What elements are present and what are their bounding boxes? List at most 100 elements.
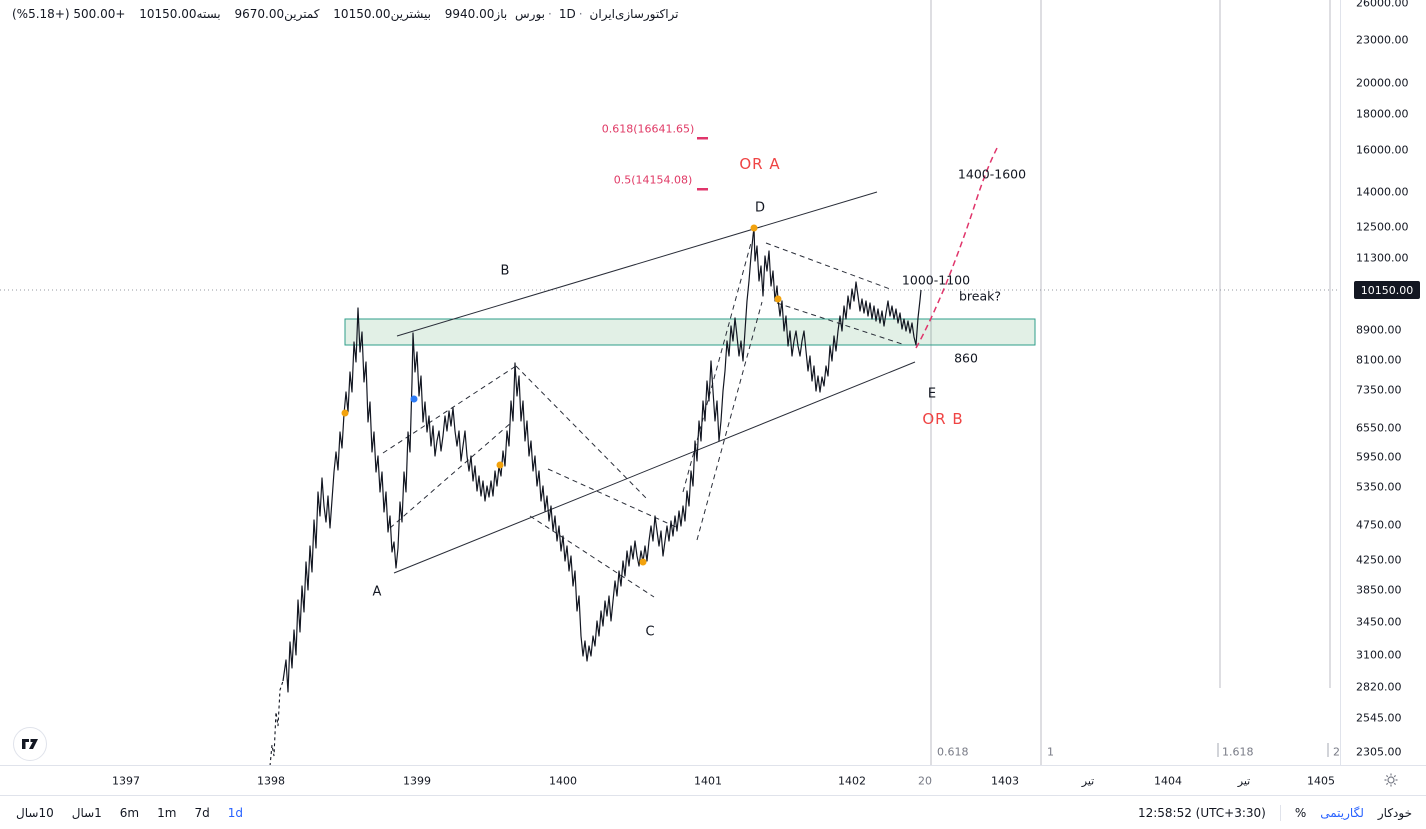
wave-label-e[interactable]: E <box>927 386 937 402</box>
range-button-1سال[interactable]: 1سال <box>71 806 102 820</box>
price-tick: 3850.00 <box>1356 583 1402 597</box>
timeframe-label[interactable]: 1D <box>558 7 576 21</box>
fib-time-label: 0.618 <box>937 745 969 759</box>
settings-gear-icon[interactable] <box>1383 772 1399 788</box>
chart-pane[interactable]: A B C D E OR A OR B 0.618(16641.65) 0.5(14154.08… <box>0 0 1340 765</box>
time-tick: 1397 <box>112 774 140 788</box>
time-tick: 1404 <box>1154 774 1182 788</box>
low-label: کمترین <box>284 7 320 21</box>
toolbar-right: 12:58:52 (UTC+3:30) % لگاریتمی خودکار <box>1138 805 1412 821</box>
time-tick: 1399 <box>403 774 431 788</box>
price-tick: 18000.00 <box>1356 107 1409 121</box>
pivot-dot-blue[interactable] <box>410 395 418 403</box>
target-1400-1600-label[interactable]: 1400-1600 <box>957 166 1027 182</box>
time-axis[interactable]: 1397 1398 1399 1400 1401 1402 20 1403 تیر 1404 تیر… <box>0 765 1426 796</box>
level-860-label[interactable]: 860 <box>954 350 978 366</box>
price-tick: 26000.00 <box>1356 0 1409 10</box>
price-line-lead <box>269 680 284 765</box>
log-scale-button[interactable]: لگاریتمی <box>1320 806 1364 820</box>
time-tick: 1400 <box>549 774 577 788</box>
target-1000-1100-label[interactable]: 1000-1100 <box>901 272 971 288</box>
change-value: +500.00 (+5.18%) <box>12 7 126 21</box>
dashed-pattern-line[interactable] <box>529 515 655 598</box>
clock[interactable]: 12:58:52 (UTC+3:30) <box>1137 806 1266 820</box>
time-tick: تیر <box>1081 774 1095 788</box>
tradingview-logo[interactable] <box>13 727 47 761</box>
time-tick: 20 <box>918 774 932 788</box>
pivot-dot-yellow[interactable] <box>750 224 758 232</box>
open-value: 9940.00 <box>444 7 495 21</box>
high-label: بیشترین <box>390 7 431 21</box>
dashed-pattern-line[interactable] <box>765 242 891 290</box>
time-tick: 1401 <box>694 774 722 788</box>
time-tick: 1405 <box>1307 774 1335 788</box>
auto-scale-button[interactable]: خودکار <box>1377 806 1412 820</box>
price-tick: 23000.00 <box>1356 33 1409 47</box>
percent-scale-button[interactable]: % <box>1294 806 1307 820</box>
pivot-dot-yellow[interactable] <box>639 558 647 566</box>
exchange-label: بورس <box>515 7 546 21</box>
time-tick: تیر <box>1237 774 1251 788</box>
fib-level-0618-label[interactable]: 0.618(16641.65) <box>601 122 695 136</box>
wave-label-c[interactable]: C <box>645 624 655 640</box>
high-value: 10150.00 <box>333 7 391 21</box>
price-tick: 4250.00 <box>1356 553 1402 567</box>
dashed-pattern-line[interactable] <box>682 242 752 493</box>
close-label: بسته <box>196 7 221 21</box>
price-tick: 16000.00 <box>1356 143 1409 157</box>
price-tick: 2820.00 <box>1356 680 1402 694</box>
or-a-label[interactable]: OR A <box>739 155 781 173</box>
fib-level-dash[interactable] <box>697 188 708 191</box>
range-switcher: 10سال 1سال 6m 1m 7d 1d <box>16 806 243 820</box>
projection-curve[interactable] <box>915 145 999 349</box>
current-price-tag: 10150.00 <box>1354 281 1420 299</box>
price-tick: 8900.00 <box>1356 323 1402 337</box>
support-zone-rectangle[interactable] <box>344 318 1036 346</box>
header-separator: · <box>548 7 552 21</box>
price-tick: 2545.00 <box>1356 711 1402 725</box>
symbol-title[interactable]: تراکتورسازی‌ایران <box>589 7 679 21</box>
range-button-10سال[interactable]: 10سال <box>16 806 54 820</box>
dashed-pattern-line[interactable] <box>515 365 649 501</box>
price-tick: 7350.00 <box>1356 383 1402 397</box>
price-tick: 14000.00 <box>1356 185 1409 199</box>
trendline[interactable] <box>393 361 916 574</box>
bottom-toolbar: 10سال 1سال 6m 1m 7d 1d 12:58:52 (UTC+3:30) % … <box>0 795 1426 829</box>
or-b-label[interactable]: OR B <box>922 410 964 428</box>
range-button-7d[interactable]: 7d <box>194 806 210 820</box>
price-tick: 11300.00 <box>1356 251 1409 265</box>
price-axis[interactable]: 26000.00 23000.00 20000.00 18000.00 16000.00… <box>1340 0 1426 765</box>
time-tick: 1398 <box>257 774 285 788</box>
range-button-6m[interactable]: 6m <box>119 806 140 820</box>
price-tick: 4750.00 <box>1356 518 1402 532</box>
price-tick: 2305.00 <box>1356 745 1402 759</box>
current-price-value: 10150.00 <box>1360 283 1414 297</box>
trendline[interactable] <box>396 191 878 337</box>
wave-label-b[interactable]: B <box>500 263 510 279</box>
price-tick: 5350.00 <box>1356 480 1402 494</box>
price-line[interactable] <box>282 227 922 693</box>
break-question-label[interactable]: break? <box>958 288 1002 304</box>
wave-label-d[interactable]: D <box>754 200 766 216</box>
chart-canvas[interactable] <box>0 0 1340 765</box>
fib-time-label: 1.618 <box>1222 745 1254 759</box>
dashed-pattern-line[interactable] <box>382 365 517 454</box>
time-tick: 1403 <box>991 774 1019 788</box>
pivot-dot-yellow[interactable] <box>774 295 782 303</box>
wave-label-a[interactable]: A <box>372 584 382 600</box>
toolbar-divider <box>1279 805 1281 821</box>
close-value: 10150.00 <box>139 7 197 21</box>
fib-level-05-label[interactable]: 0.5(14154.08) <box>613 173 693 187</box>
price-tick: 8100.00 <box>1356 353 1402 367</box>
low-value: 9670.00 <box>234 7 285 21</box>
fib-time-label: 2 <box>1333 745 1340 759</box>
pivot-dot-yellow[interactable] <box>496 461 504 469</box>
range-button-1d[interactable]: 1d <box>227 806 243 820</box>
header-separator: · <box>578 7 583 21</box>
dashed-pattern-line[interactable] <box>547 468 677 528</box>
range-button-1m[interactable]: 1m <box>157 806 177 820</box>
fib-level-dash[interactable] <box>697 137 708 140</box>
price-tick: 12500.00 <box>1356 220 1409 234</box>
pivot-dot-yellow[interactable] <box>341 409 349 417</box>
price-tick: 3450.00 <box>1356 615 1402 629</box>
